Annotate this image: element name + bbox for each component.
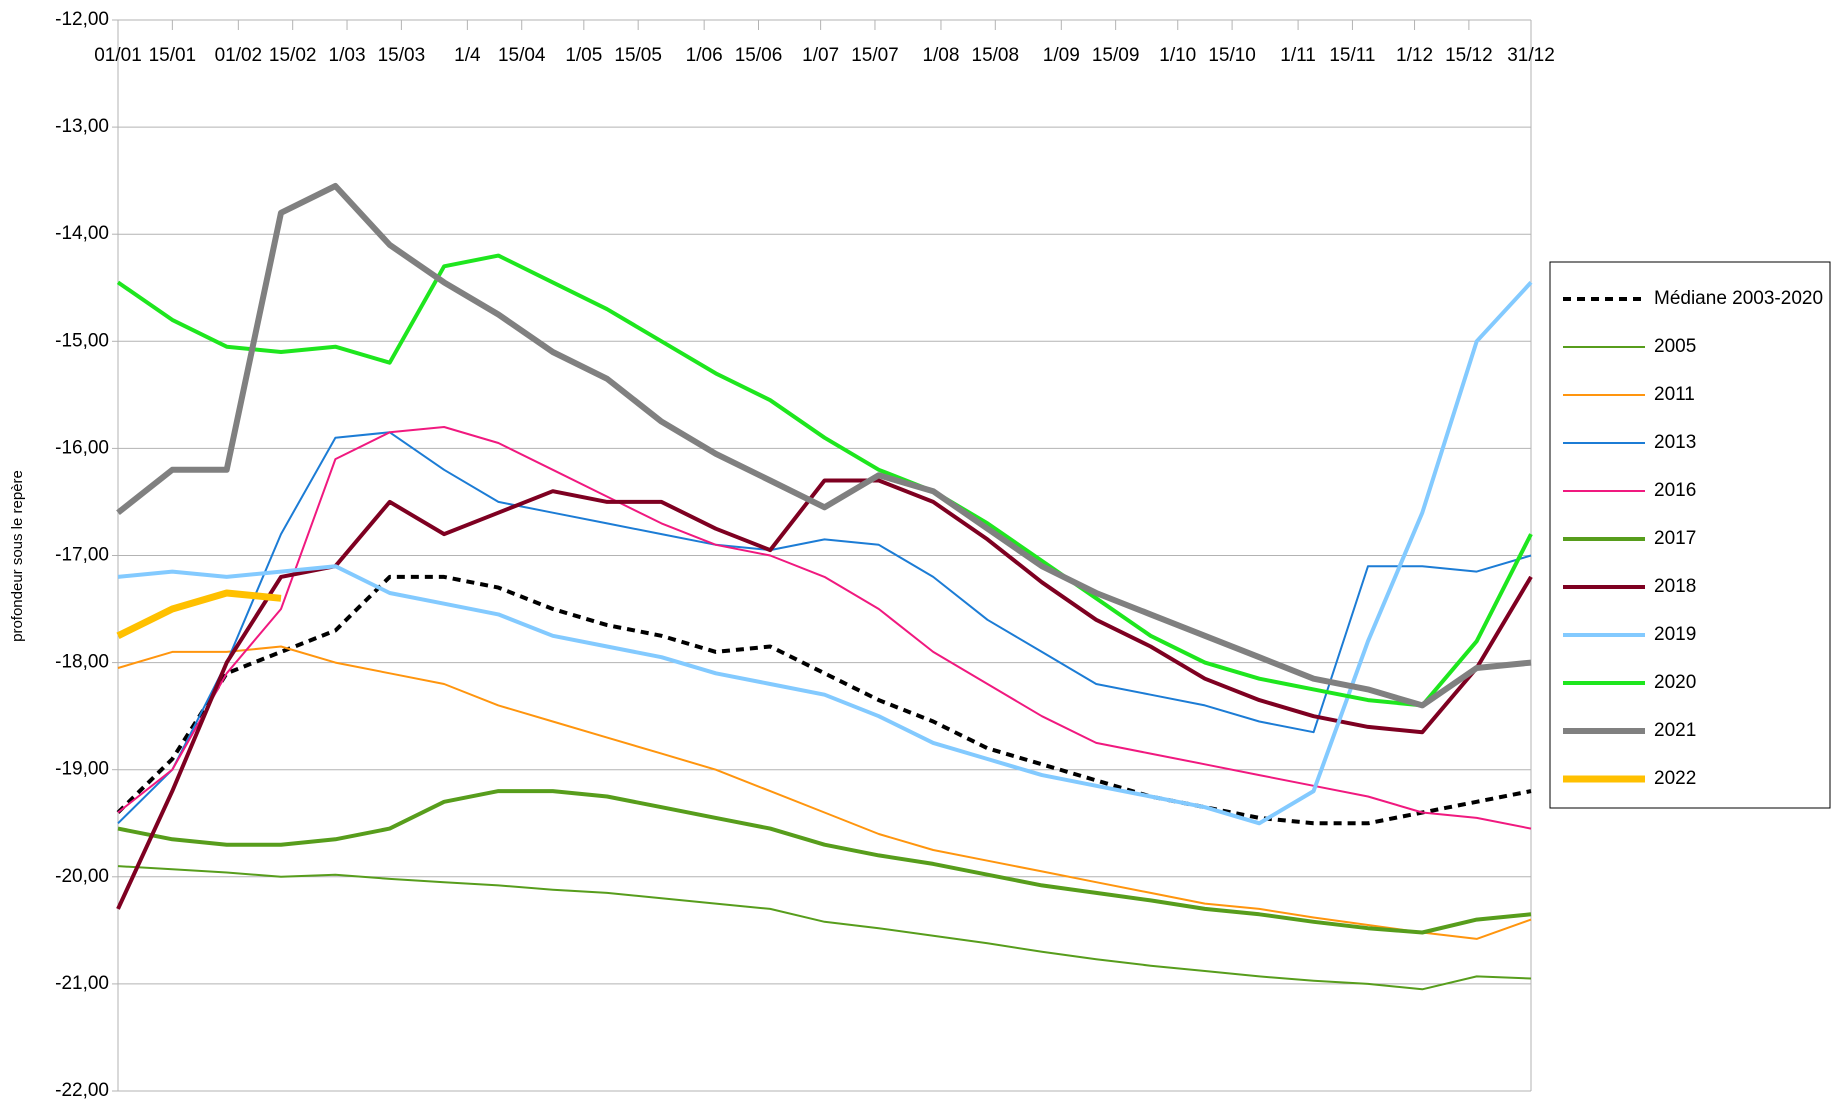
series-line xyxy=(116,183,1532,709)
x-tick-label: 1/12 xyxy=(1396,45,1433,66)
x-tick-label: 15/05 xyxy=(614,45,662,66)
x-tick-label: 1/10 xyxy=(1159,45,1196,66)
y-tick-label: -12,00 xyxy=(55,9,109,30)
series-line xyxy=(116,574,1532,826)
series-line xyxy=(117,789,1532,935)
series-line xyxy=(117,431,1532,825)
legend-label: 2011 xyxy=(1654,384,1695,405)
series-line xyxy=(117,281,1533,826)
legend-label: Médiane 2003-2020 xyxy=(1654,288,1823,309)
legend-label: 2018 xyxy=(1654,576,1696,597)
series-line xyxy=(116,478,1533,910)
y-tick-label: -17,00 xyxy=(55,545,109,566)
x-tick-label: 15/11 xyxy=(1329,45,1375,66)
y-tick-label: -13,00 xyxy=(55,116,109,137)
series-line xyxy=(117,865,1532,991)
x-tick-label: 15/01 xyxy=(149,45,197,66)
legend-label: 2016 xyxy=(1654,480,1696,501)
legend-label: 2020 xyxy=(1654,672,1696,693)
x-tick-label: 15/03 xyxy=(378,45,426,66)
x-tick-label: 1/08 xyxy=(922,45,959,66)
y-tick-label: -19,00 xyxy=(55,759,109,780)
x-tick-label: 15/08 xyxy=(972,45,1020,66)
x-tick-label: 15/02 xyxy=(269,45,317,66)
x-tick-label: 31/12 xyxy=(1507,45,1555,66)
legend-label: 2013 xyxy=(1654,432,1696,453)
x-tick-label: 1/06 xyxy=(686,45,723,66)
x-tick-label: 01/01 xyxy=(94,45,142,66)
x-tick-label: 15/10 xyxy=(1208,45,1256,66)
y-tick-label: -14,00 xyxy=(55,223,109,244)
series-line xyxy=(117,645,1532,940)
x-tick-label: 1/4 xyxy=(454,45,481,66)
x-tick-label: 15/04 xyxy=(498,45,546,66)
series-line xyxy=(116,589,282,639)
legend-label: 2019 xyxy=(1654,624,1696,645)
x-tick-label: 1/03 xyxy=(329,45,366,66)
y-tick-label: -22,00 xyxy=(55,1080,109,1101)
legend-label: 2005 xyxy=(1654,336,1696,357)
y-tick-label: -16,00 xyxy=(55,437,109,458)
x-tick-label: 1/09 xyxy=(1043,45,1080,66)
x-tick-label: 01/02 xyxy=(215,45,263,66)
x-tick-label: 15/07 xyxy=(851,45,899,66)
series-line xyxy=(116,253,1533,708)
x-tick-label: 1/05 xyxy=(565,45,602,66)
x-tick-label: 15/06 xyxy=(735,45,783,66)
x-tick-label: 1/11 xyxy=(1280,45,1316,66)
x-tick-label: 1/07 xyxy=(802,45,839,66)
y-axis-label: profondeur sous le repère xyxy=(9,470,26,642)
legend-label: 2021 xyxy=(1654,720,1696,741)
legend-box xyxy=(1549,261,1831,809)
x-tick-label: 15/09 xyxy=(1092,45,1140,66)
y-tick-label: -15,00 xyxy=(55,330,109,351)
legend-label: 2022 xyxy=(1654,768,1696,789)
x-tick-label: 15/12 xyxy=(1445,45,1493,66)
legend-label: 2017 xyxy=(1654,528,1696,549)
y-tick-label: -21,00 xyxy=(55,973,109,994)
y-tick-label: -18,00 xyxy=(55,652,109,673)
series-line xyxy=(117,426,1532,830)
y-tick-label: -20,00 xyxy=(55,866,109,887)
